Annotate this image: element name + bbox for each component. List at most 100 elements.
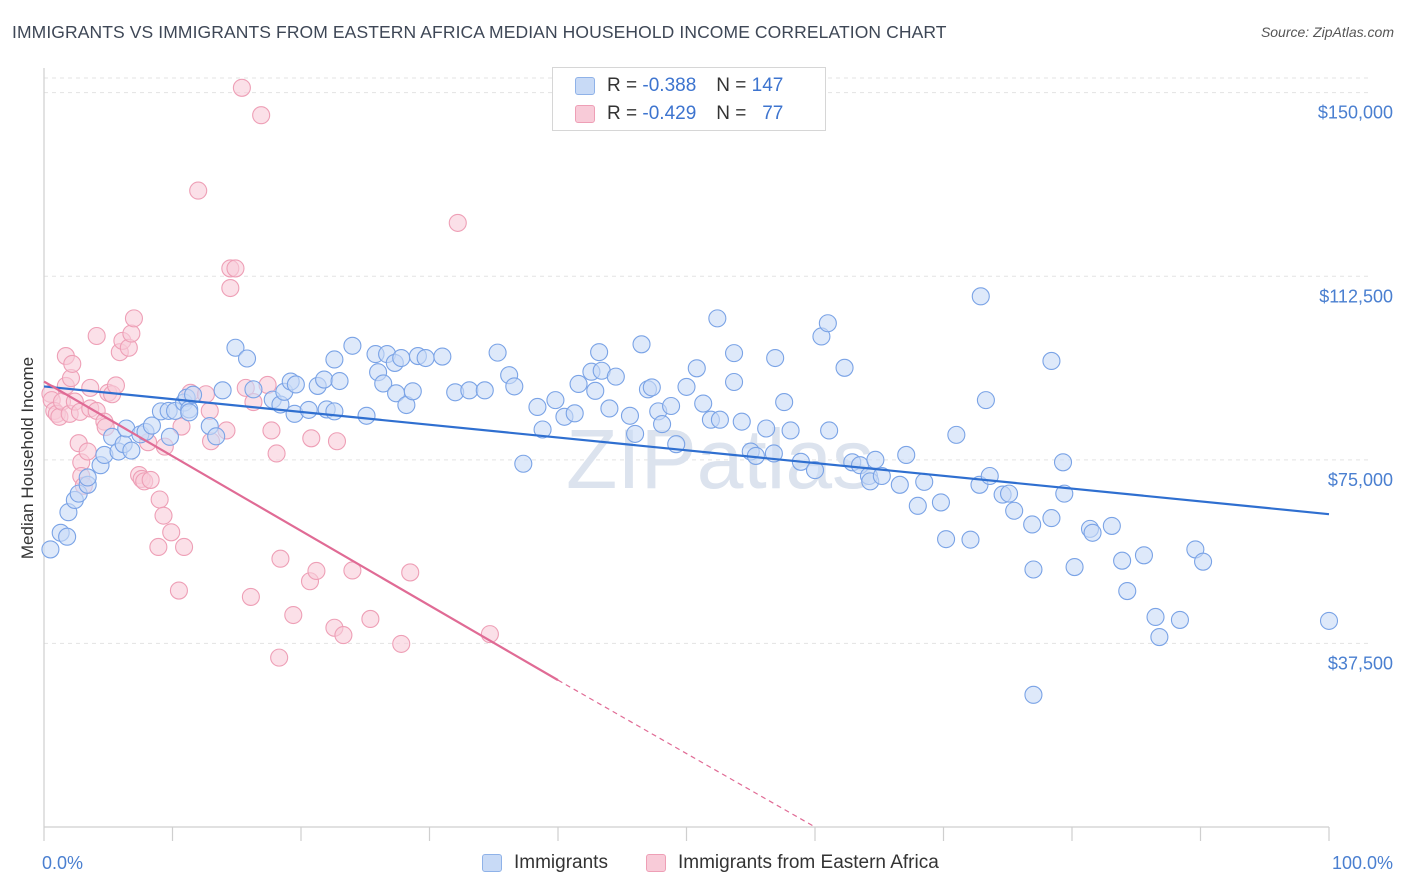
data-point-immigrants — [569, 374, 588, 394]
trend-line-immigrants — [43, 385, 1330, 516]
data-point-immigrants — [1042, 351, 1061, 371]
r-value: -0.388 — [642, 75, 697, 96]
data-point-immigrants — [1113, 551, 1132, 570]
data-point-immigrants — [226, 338, 245, 357]
data-point-immigrants — [505, 377, 524, 396]
r-label: R = — [607, 75, 638, 96]
data-point-immigrants — [710, 410, 729, 429]
data-point-immigrants — [488, 343, 507, 362]
n-value: 147 — [751, 75, 784, 96]
data-point-eastern-africa — [448, 213, 467, 232]
data-point-eastern-africa — [232, 78, 251, 97]
data-point-immigrants — [781, 421, 800, 440]
data-point-eastern-africa — [78, 442, 97, 461]
data-point-eastern-africa — [267, 444, 286, 463]
data-point-eastern-africa — [334, 626, 353, 645]
r-label: R = — [607, 103, 638, 124]
data-point-immigrants — [392, 348, 411, 368]
data-point-immigrants — [122, 441, 141, 460]
data-point-immigrants — [687, 359, 706, 378]
data-point-immigrants — [642, 378, 661, 397]
data-point-eastern-africa — [162, 523, 181, 542]
data-point-immigrants — [590, 343, 609, 362]
y-tick-label: $150,000 — [1318, 103, 1393, 123]
data-point-immigrants — [866, 450, 885, 469]
trend-lines — [43, 380, 1330, 828]
data-point-immigrants — [244, 380, 263, 399]
data-point-immigrants — [514, 454, 533, 473]
legend-item-immigrants[interactable]: Immigrants — [482, 852, 608, 874]
x-tick-label: 100.0% — [1332, 853, 1393, 873]
data-point-immigrants — [325, 402, 344, 421]
correlation-legend: R = -0.388 N = 147 R = -0.429 N = 77 — [552, 67, 826, 131]
data-point-immigrants — [160, 427, 179, 446]
data-point-immigrants — [315, 370, 334, 389]
data-point-eastern-africa — [141, 470, 160, 489]
data-point-eastern-africa — [154, 506, 173, 525]
data-point-immigrants — [976, 391, 995, 410]
data-point-immigrants — [343, 336, 362, 355]
data-point-eastern-africa — [302, 429, 321, 448]
axes — [43, 68, 1330, 841]
data-point-eastern-africa — [262, 421, 281, 440]
data-point-eastern-africa — [343, 561, 362, 580]
data-point-immigrants — [961, 530, 980, 549]
data-point-immigrants — [546, 391, 565, 410]
data-point-eastern-africa — [150, 490, 169, 509]
data-point-immigrants — [708, 309, 727, 328]
pink-swatch — [646, 854, 666, 872]
data-point-eastern-africa — [106, 376, 126, 395]
data-point-immigrants — [1005, 501, 1024, 520]
tick-labels: $37,500 $75,000 $112,500 $150,000 0.0% 100.0% — [42, 103, 1393, 873]
data-point-immigrants — [820, 421, 839, 440]
source-credit: Source: ZipAtlas.com — [1260, 24, 1394, 40]
data-point-immigrants — [757, 419, 776, 438]
y-tick-label: $37,500 — [1328, 653, 1393, 673]
data-point-immigrants — [78, 468, 97, 487]
data-point-eastern-africa — [327, 432, 347, 451]
data-point-immigrants — [1042, 509, 1061, 528]
data-point-eastern-africa — [241, 587, 260, 606]
data-point-immigrants — [1102, 516, 1121, 535]
data-point-eastern-africa — [271, 549, 290, 568]
data-point-immigrants — [897, 445, 916, 464]
data-point-eastern-africa — [63, 354, 82, 373]
data-point-immigrants — [931, 493, 950, 512]
data-point-immigrants — [286, 375, 305, 394]
data-point-immigrants — [213, 381, 232, 400]
data-point-immigrants — [325, 350, 344, 369]
data-point-immigrants — [1024, 560, 1043, 579]
data-point-immigrants — [1134, 546, 1154, 565]
data-point-eastern-africa — [401, 563, 420, 582]
data-point-immigrants — [632, 335, 651, 354]
data-point-immigrants — [662, 396, 681, 416]
data-point-immigrants — [433, 347, 452, 366]
data-point-immigrants — [890, 475, 909, 494]
data-point-immigrants — [915, 472, 934, 491]
data-point-eastern-africa — [221, 278, 240, 298]
data-point-immigrants — [142, 416, 161, 435]
data-point-immigrants — [475, 381, 494, 400]
data-point-immigrants — [724, 344, 744, 363]
data-point-immigrants — [775, 393, 794, 412]
n-value: 77 — [762, 103, 784, 124]
r-value: -0.429 — [642, 103, 697, 124]
data-point-immigrants — [180, 403, 199, 422]
data-point-immigrants — [1065, 558, 1084, 577]
data-point-immigrants — [999, 484, 1019, 503]
data-point-eastern-africa — [149, 537, 168, 557]
trend-line-eastern-africa — [43, 380, 559, 682]
data-point-immigrants — [724, 372, 744, 392]
data-point-eastern-africa — [200, 401, 219, 420]
data-point-immigrants — [937, 530, 956, 549]
data-point-eastern-africa — [361, 609, 380, 628]
legend-item-eastern-africa[interactable]: Immigrants from Eastern Africa — [646, 852, 939, 874]
data-point-immigrants — [766, 348, 785, 368]
data-point-immigrants — [1170, 610, 1189, 629]
legend-row-immigrants: R = -0.388 N = 147 — [575, 72, 783, 100]
data-point-eastern-africa — [169, 581, 188, 600]
data-point-immigrants — [947, 425, 966, 444]
data-point-immigrants — [653, 415, 672, 434]
data-point-immigrants — [1194, 552, 1213, 571]
